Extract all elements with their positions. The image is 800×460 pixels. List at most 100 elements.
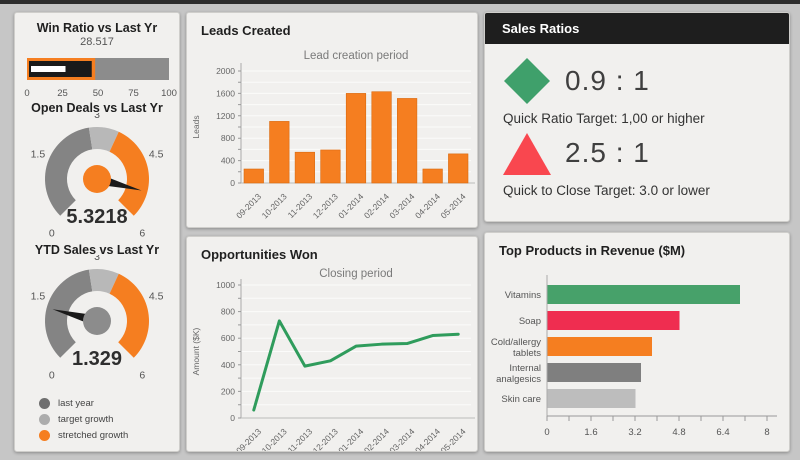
svg-text:12-2013: 12-2013 xyxy=(311,426,340,451)
svg-text:1.6: 1.6 xyxy=(584,427,597,438)
win-ratio-bullet-chart: 0 25 50 75 100 xyxy=(24,58,177,99)
legend-dot-icon xyxy=(39,429,50,441)
svg-text:50: 50 xyxy=(93,88,104,99)
svg-text:02-2014: 02-2014 xyxy=(362,191,391,220)
legend-label: last year xyxy=(58,397,94,409)
svg-text:Soap: Soap xyxy=(519,316,541,327)
svg-text:3.2: 3.2 xyxy=(628,427,641,438)
leads-created-panel: Leads Created Lead creation period 0 400 80… xyxy=(186,12,478,228)
svg-text:03-2014: 03-2014 xyxy=(387,426,416,451)
svg-text:Closing period: Closing period xyxy=(319,268,393,280)
leads-created-title: Leads Created xyxy=(201,23,291,38)
legend-label: target growth xyxy=(58,413,114,425)
svg-text:1000: 1000 xyxy=(216,280,235,290)
gauge-legend: last year target growth stretched growth xyxy=(39,395,128,443)
svg-text:10-2013: 10-2013 xyxy=(260,191,289,220)
svg-text:6: 6 xyxy=(139,369,145,381)
svg-text:800: 800 xyxy=(221,307,235,317)
legend-item: stretched growth xyxy=(39,427,128,443)
legend-item: target growth xyxy=(39,411,128,427)
svg-text:200: 200 xyxy=(221,386,235,396)
opportunities-won-panel: Opportunities Won Closing period 0 200 400 6… xyxy=(186,236,478,452)
svg-text:09-2013: 09-2013 xyxy=(234,191,263,220)
svg-text:Skin care: Skin care xyxy=(501,394,541,405)
svg-text:800: 800 xyxy=(221,133,235,143)
quick-ratio-row: 0.9 : 1 xyxy=(501,55,650,107)
svg-text:0: 0 xyxy=(230,178,235,188)
svg-text:05-2014: 05-2014 xyxy=(439,191,468,220)
win-ratio-title: Win Ratio vs Last Yr xyxy=(36,21,158,35)
svg-text:05-2014: 05-2014 xyxy=(439,426,468,451)
svg-text:1200: 1200 xyxy=(216,111,235,121)
svg-text:5.3218: 5.3218 xyxy=(66,206,127,228)
win-ratio-value: 28.517 xyxy=(80,36,114,48)
svg-text:Lead creation period: Lead creation period xyxy=(304,50,409,62)
legend-label: stretched growth xyxy=(58,429,129,441)
svg-text:04-2014: 04-2014 xyxy=(413,426,442,451)
legend-item: last year xyxy=(39,395,128,411)
svg-text:0: 0 xyxy=(230,413,235,423)
legend-dot-icon xyxy=(39,413,50,425)
quick-to-close-value: 2.5 : 1 xyxy=(565,137,650,168)
svg-text:Internal: Internal xyxy=(509,363,541,374)
svg-text:11-2013: 11-2013 xyxy=(286,191,315,220)
svg-text:Vitamins: Vitamins xyxy=(505,290,542,301)
svg-text:0: 0 xyxy=(24,88,29,99)
svg-text:01-2014: 01-2014 xyxy=(336,426,365,451)
svg-text:1.329: 1.329 xyxy=(72,348,122,370)
quick-to-close-target: Quick to Close Target: 3.0 or lower xyxy=(503,183,710,198)
svg-text:analgesics: analgesics xyxy=(496,374,541,385)
open-deals-title: Open Deals vs Last Yr xyxy=(31,101,163,115)
opportunities-won-title: Opportunities Won xyxy=(201,247,318,262)
svg-text:0: 0 xyxy=(544,427,549,438)
kpi-gauges-panel: Win Ratio vs Last Yr 28.517 0 25 50 75 100 O… xyxy=(14,12,180,452)
svg-text:4.5: 4.5 xyxy=(149,149,164,161)
svg-text:0: 0 xyxy=(49,227,55,239)
quick-ratio-target: Quick Ratio Target: 1,00 or higher xyxy=(503,111,705,126)
svg-text:Amount ($K): Amount ($K) xyxy=(191,327,201,375)
svg-text:600: 600 xyxy=(221,333,235,343)
open-deals-gauge: 0 1.5 3 4.5 6 5.3218 xyxy=(31,113,164,239)
svg-text:1.5: 1.5 xyxy=(31,291,46,303)
diamond-icon xyxy=(504,58,550,104)
svg-text:04-2014: 04-2014 xyxy=(413,191,442,220)
svg-text:100: 100 xyxy=(161,88,177,99)
quick-ratio-value: 0.9 : 1 xyxy=(565,65,650,96)
svg-text:10-2013: 10-2013 xyxy=(260,426,289,451)
quick-to-close-row: 2.5 : 1 xyxy=(501,127,650,179)
svg-text:4.5: 4.5 xyxy=(149,291,164,303)
sales-ratios-panel: Sales Ratios 0.9 : 1 Quick Ratio Target:… xyxy=(484,12,790,222)
svg-text:1.5: 1.5 xyxy=(31,149,46,161)
svg-text:400: 400 xyxy=(221,360,235,370)
svg-text:01-2014: 01-2014 xyxy=(336,191,365,220)
ytd-sales-title: YTD Sales vs Last Yr xyxy=(34,243,160,257)
top-strip xyxy=(0,0,800,4)
sales-ratios-header-label: Sales Ratios xyxy=(502,21,580,36)
sales-ratios-header: Sales Ratios xyxy=(485,13,789,44)
opportunities-line-chart: Closing period 0 200 400 600 800 1000 09-201310… xyxy=(191,268,475,451)
svg-text:09-2013: 09-2013 xyxy=(234,426,263,451)
svg-text:3: 3 xyxy=(94,255,100,263)
svg-text:75: 75 xyxy=(128,88,139,99)
svg-text:6.4: 6.4 xyxy=(716,427,729,438)
svg-text:03-2014: 03-2014 xyxy=(387,191,416,220)
svg-text:3: 3 xyxy=(94,113,100,121)
legend-dot-icon xyxy=(39,397,50,409)
svg-text:12-2013: 12-2013 xyxy=(311,191,340,220)
top-products-title: Top Products in Revenue ($M) xyxy=(499,243,686,258)
svg-text:6: 6 xyxy=(139,227,145,239)
svg-text:1600: 1600 xyxy=(216,88,235,98)
svg-text:11-2013: 11-2013 xyxy=(286,426,315,451)
ytd-sales-gauge: 0 1.5 3 4.5 6 1.329 xyxy=(31,255,164,381)
svg-text:4.8: 4.8 xyxy=(672,427,685,438)
svg-text:8: 8 xyxy=(764,427,769,438)
svg-text:25: 25 xyxy=(57,88,68,99)
svg-text:0: 0 xyxy=(49,369,55,381)
svg-text:Leads: Leads xyxy=(191,115,201,138)
svg-text:400: 400 xyxy=(221,156,235,166)
svg-text:2000: 2000 xyxy=(216,66,235,76)
svg-text:02-2014: 02-2014 xyxy=(362,426,391,451)
top-products-panel: Top Products in Revenue ($M) Vitamins Soa… xyxy=(484,232,790,452)
leads-bar-chart: Lead creation period 0 400 800 1200 1600 2000 0… xyxy=(191,50,475,220)
